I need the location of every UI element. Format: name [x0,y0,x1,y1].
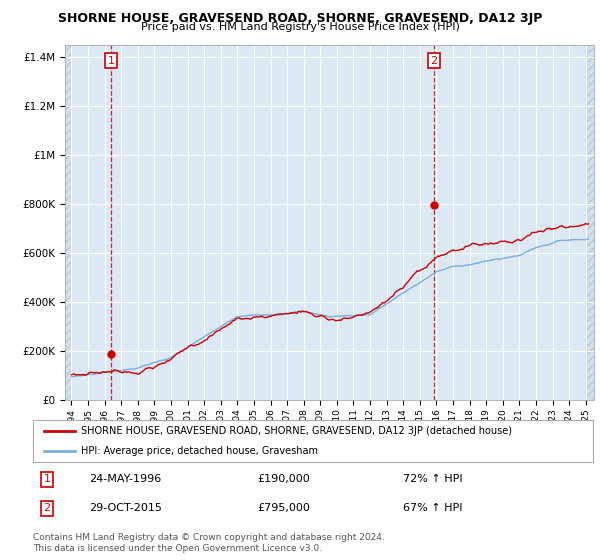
Text: 2: 2 [430,56,437,66]
Text: 72% ↑ HPI: 72% ↑ HPI [403,474,463,484]
Text: HPI: Average price, detached house, Gravesham: HPI: Average price, detached house, Grav… [80,446,317,456]
Text: Contains HM Land Registry data © Crown copyright and database right 2024.
This d: Contains HM Land Registry data © Crown c… [33,533,385,553]
Text: SHORNE HOUSE, GRAVESEND ROAD, SHORNE, GRAVESEND, DA12 3JP (detached house): SHORNE HOUSE, GRAVESEND ROAD, SHORNE, GR… [80,426,512,436]
Text: SHORNE HOUSE, GRAVESEND ROAD, SHORNE, GRAVESEND, DA12 3JP: SHORNE HOUSE, GRAVESEND ROAD, SHORNE, GR… [58,12,542,25]
Text: £795,000: £795,000 [257,503,310,514]
Text: 1: 1 [107,56,115,66]
Text: 29-OCT-2015: 29-OCT-2015 [89,503,162,514]
Text: 24-MAY-1996: 24-MAY-1996 [89,474,161,484]
Text: 2: 2 [43,503,50,514]
Text: 1: 1 [44,474,50,484]
Text: £190,000: £190,000 [257,474,310,484]
Text: Price paid vs. HM Land Registry's House Price Index (HPI): Price paid vs. HM Land Registry's House … [140,22,460,32]
Text: 67% ↑ HPI: 67% ↑ HPI [403,503,463,514]
